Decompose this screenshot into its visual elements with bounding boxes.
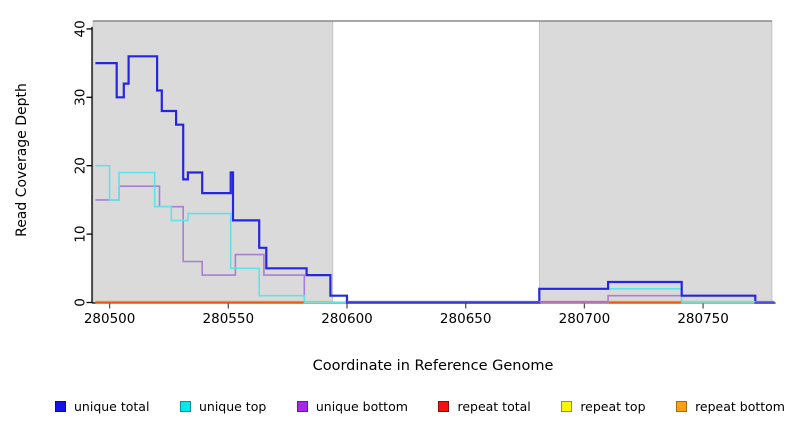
legend-item-unique-bottom: unique bottom <box>296 399 408 414</box>
unique-total-swatch-icon <box>55 401 66 412</box>
legend-label: repeat bottom <box>695 399 785 414</box>
x-tick-label: 280700 <box>559 311 611 327</box>
y-tick-label: 30 <box>73 89 89 106</box>
repeat-top-swatch-icon <box>561 401 573 412</box>
x-tick-label: 280500 <box>84 311 136 327</box>
legend-label: unique top <box>198 399 267 414</box>
legend-label: repeat top <box>580 399 646 414</box>
x-tick-label: 280650 <box>440 311 492 327</box>
legend-item-repeat-total: repeat total <box>438 399 531 414</box>
unique-bottom-swatch-icon <box>296 401 308 412</box>
y-tick-label: 20 <box>73 157 89 174</box>
repeat-bottom-swatch-icon <box>676 401 688 412</box>
legend-label: unique bottom <box>315 399 408 414</box>
legend-item-repeat-top: repeat top <box>561 399 646 414</box>
unique-top-swatch-icon <box>179 401 191 412</box>
legend-item-unique-top: unique top <box>179 399 267 414</box>
legend: unique total unique top unique bottom re… <box>55 399 785 414</box>
y-tick-label: 40 <box>73 20 89 37</box>
repeat-region-right <box>538 20 773 303</box>
x-tick-label: 280550 <box>203 311 255 327</box>
y-tick-label: 10 <box>73 226 89 243</box>
series-unique-total <box>95 55 775 304</box>
repeat-total-swatch-icon <box>438 401 450 412</box>
x-tick-label: 280600 <box>321 311 373 327</box>
legend-label: unique total <box>74 399 150 414</box>
coverage-plot: 0 10 20 30 40 280500 280550 280600 280650 280700 2… <box>73 20 776 327</box>
legend-item-repeat-bottom: repeat bottom <box>676 399 785 414</box>
legend-item-unique-total: unique total <box>55 399 149 414</box>
y-axis-label: Read Coverage Depth <box>14 83 30 237</box>
repeat-region-left <box>92 20 334 303</box>
series-unique-bottom <box>95 185 775 304</box>
x-axis-label: Coordinate in Reference Genome <box>312 358 554 374</box>
y-tick-label: 0 <box>73 298 89 307</box>
x-tick-label: 280750 <box>677 311 729 327</box>
legend-label: repeat total <box>457 399 531 414</box>
